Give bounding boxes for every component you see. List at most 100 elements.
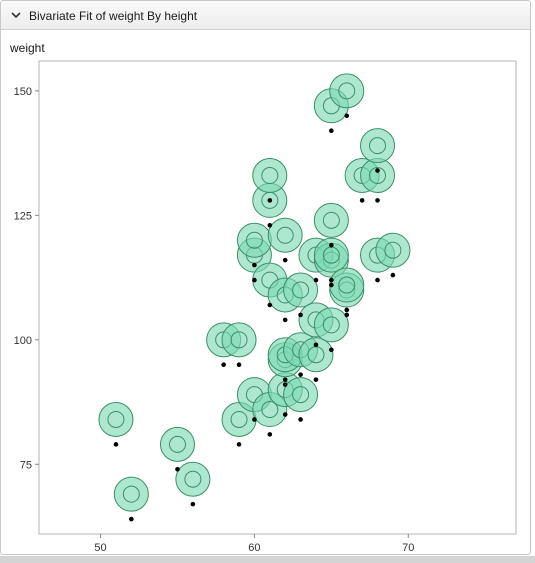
data-point[interactable] bbox=[329, 242, 334, 248]
bubble-outer bbox=[313, 237, 349, 273]
bubble-outer bbox=[236, 222, 272, 258]
data-point[interactable] bbox=[359, 198, 365, 203]
bubble-marker[interactable] bbox=[283, 377, 319, 413]
data-point[interactable] bbox=[175, 466, 180, 472]
plot-frame bbox=[38, 60, 517, 535]
bubble-marker[interactable] bbox=[113, 476, 149, 512]
bubble-outer bbox=[283, 272, 319, 308]
bubble-inner bbox=[230, 331, 248, 349]
bubble-outer bbox=[175, 461, 211, 497]
bubble-marker[interactable] bbox=[313, 202, 349, 238]
bubble-outer bbox=[360, 128, 396, 164]
y-tick-label: 100 bbox=[14, 335, 32, 347]
data-point[interactable] bbox=[113, 442, 119, 447]
bubble-marker[interactable] bbox=[252, 158, 288, 194]
bubble-inner bbox=[322, 211, 340, 229]
data-point[interactable] bbox=[252, 277, 257, 283]
bubble-outer bbox=[329, 267, 365, 303]
horizontal-scrollbar[interactable] bbox=[0, 556, 535, 563]
bubble-inner bbox=[338, 82, 356, 100]
bubble-inner bbox=[369, 167, 387, 185]
data-point[interactable] bbox=[252, 262, 257, 268]
bubble-inner bbox=[261, 401, 279, 419]
bubble-inner bbox=[168, 435, 186, 453]
bubble-inner bbox=[276, 226, 294, 244]
data-point[interactable] bbox=[236, 362, 242, 368]
data-point[interactable] bbox=[282, 412, 288, 417]
bubble-marker[interactable] bbox=[375, 232, 411, 268]
bubble-inner bbox=[122, 485, 140, 503]
bubble-outer bbox=[313, 307, 349, 343]
bubble-marker[interactable] bbox=[267, 217, 303, 253]
bubble-marker[interactable] bbox=[360, 158, 396, 194]
bubble-marker[interactable] bbox=[175, 461, 211, 497]
bubble-outer bbox=[360, 158, 396, 194]
bubble-marker[interactable] bbox=[98, 401, 134, 437]
bubble-inner bbox=[230, 410, 248, 428]
bubble-marker[interactable] bbox=[159, 426, 195, 462]
y-tick-label: 75 bbox=[20, 459, 32, 471]
bubble-marker[interactable] bbox=[283, 272, 319, 308]
data-point[interactable] bbox=[329, 282, 334, 288]
bubble-outer bbox=[159, 426, 195, 462]
bubble-outer bbox=[283, 377, 319, 413]
bubble-outer bbox=[98, 401, 134, 437]
bubble-outer bbox=[221, 322, 257, 358]
data-point[interactable] bbox=[236, 442, 242, 447]
bubble-inner bbox=[338, 276, 356, 294]
bubble-outer bbox=[267, 217, 303, 253]
data-point[interactable] bbox=[282, 317, 288, 323]
data-point[interactable] bbox=[313, 342, 319, 348]
data-point[interactable] bbox=[329, 277, 334, 283]
bubble-marker[interactable] bbox=[313, 307, 349, 343]
data-point[interactable] bbox=[344, 307, 350, 313]
data-point[interactable] bbox=[390, 272, 396, 278]
data-point[interactable] bbox=[282, 257, 288, 263]
bubble-inner bbox=[322, 316, 340, 334]
bubble-inner bbox=[369, 137, 387, 155]
bubble-outer bbox=[329, 73, 365, 109]
data-point[interactable] bbox=[129, 516, 134, 522]
bubble-inner bbox=[245, 231, 263, 249]
data-point[interactable] bbox=[298, 312, 303, 318]
bubble-outer bbox=[252, 158, 288, 194]
data-point[interactable] bbox=[313, 377, 319, 382]
data-point[interactable] bbox=[298, 417, 303, 422]
data-point[interactable] bbox=[375, 168, 380, 173]
data-point[interactable] bbox=[267, 198, 273, 203]
data-point[interactable] bbox=[298, 372, 303, 377]
data-point[interactable] bbox=[267, 432, 273, 437]
bubble-marker[interactable] bbox=[313, 237, 349, 273]
bubble-marker[interactable] bbox=[360, 128, 396, 164]
bubble-layer bbox=[98, 73, 411, 512]
bubble-marker[interactable] bbox=[221, 322, 257, 358]
data-point[interactable] bbox=[375, 277, 380, 283]
point-layer bbox=[113, 113, 396, 522]
data-point[interactable] bbox=[344, 312, 350, 318]
data-point[interactable] bbox=[282, 382, 288, 387]
data-point[interactable] bbox=[375, 198, 380, 203]
data-point[interactable] bbox=[252, 417, 257, 422]
bubble-marker[interactable] bbox=[236, 222, 272, 258]
data-point[interactable] bbox=[190, 501, 196, 507]
data-point[interactable] bbox=[344, 113, 350, 119]
data-point[interactable] bbox=[267, 223, 273, 228]
bubble-outer bbox=[375, 232, 411, 268]
data-point[interactable] bbox=[267, 302, 273, 308]
outline-title-bar[interactable]: Bivariate Fit of weight By height bbox=[1, 1, 530, 30]
chevron-down-icon[interactable] bbox=[10, 10, 22, 20]
bubble-marker[interactable] bbox=[298, 337, 334, 373]
data-point[interactable] bbox=[329, 347, 334, 353]
data-point[interactable] bbox=[221, 362, 226, 368]
x-axis: 50 60 70 bbox=[94, 534, 414, 554]
bubble-outer bbox=[113, 476, 149, 512]
x-tick-label: 70 bbox=[402, 542, 414, 554]
bubble-inner bbox=[184, 470, 202, 488]
bubble-marker[interactable] bbox=[329, 73, 365, 109]
data-point[interactable] bbox=[313, 277, 319, 283]
data-point[interactable] bbox=[282, 377, 288, 382]
outline-title: Bivariate Fit of weight By height bbox=[29, 9, 198, 23]
data-point[interactable] bbox=[329, 128, 334, 134]
bubble-marker[interactable] bbox=[329, 267, 365, 303]
